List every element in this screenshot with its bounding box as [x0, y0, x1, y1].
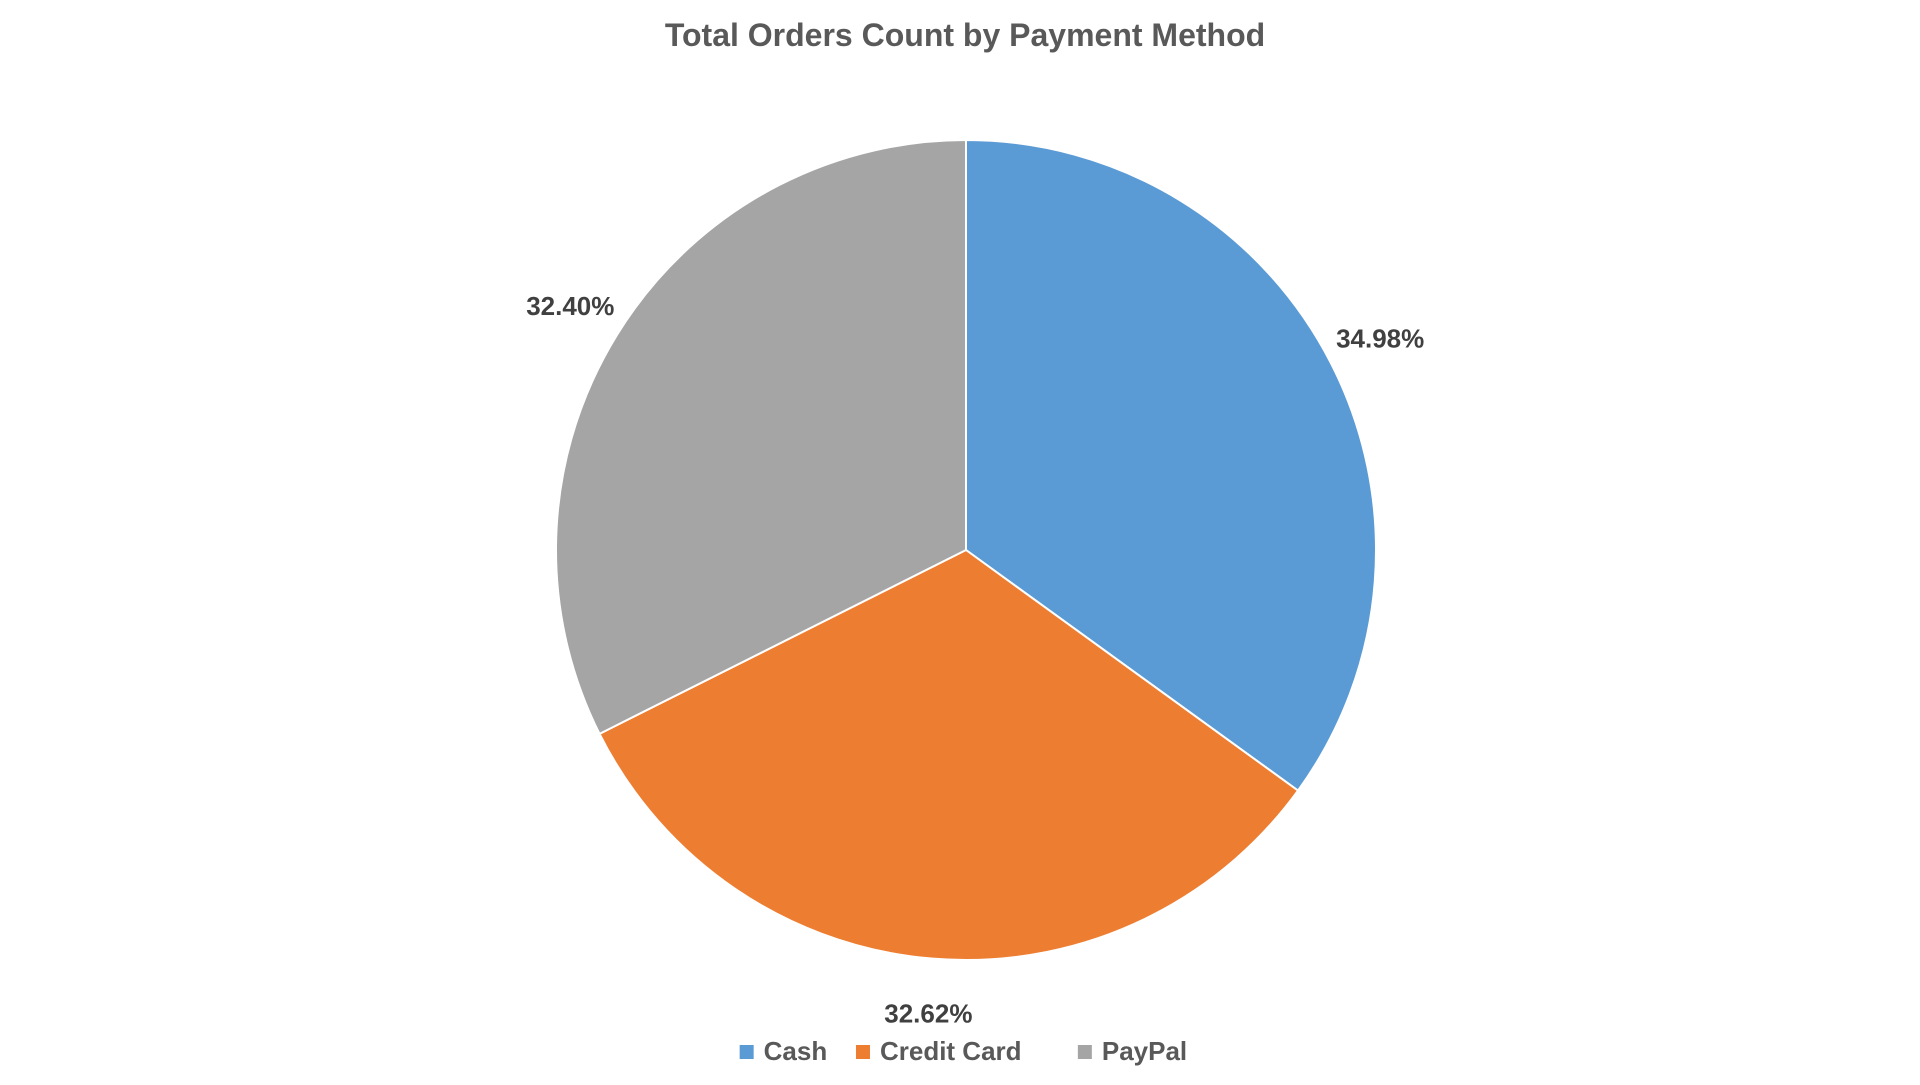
- legend-swatch-credit-card: [855, 1045, 870, 1059]
- data-label-credit-card: 32.62%: [884, 998, 972, 1028]
- pie-slice-cash: [965, 138, 1377, 792]
- legend-label-credit-card: Credit Card: [880, 1036, 1022, 1066]
- data-label-paypal: 32.40%: [526, 291, 614, 321]
- pie-slice-credit-card: [598, 548, 1300, 962]
- legend-swatch-paypal: [1077, 1045, 1092, 1059]
- legend: Cash Credit Card PayPal: [739, 1036, 1187, 1066]
- pie-slice-paypal: [555, 138, 967, 736]
- chart-title: Total Orders Count by Payment Method: [665, 17, 1265, 53]
- legend-label-cash: Cash: [764, 1036, 828, 1066]
- legend-swatch-cash: [739, 1045, 754, 1059]
- data-label-cash: 34.98%: [1336, 324, 1424, 354]
- legend-label-paypal: PayPal: [1102, 1036, 1187, 1066]
- data-labels: 34.98% 32.62% 32.40%: [526, 291, 1424, 1029]
- pie-slices: [555, 138, 1377, 962]
